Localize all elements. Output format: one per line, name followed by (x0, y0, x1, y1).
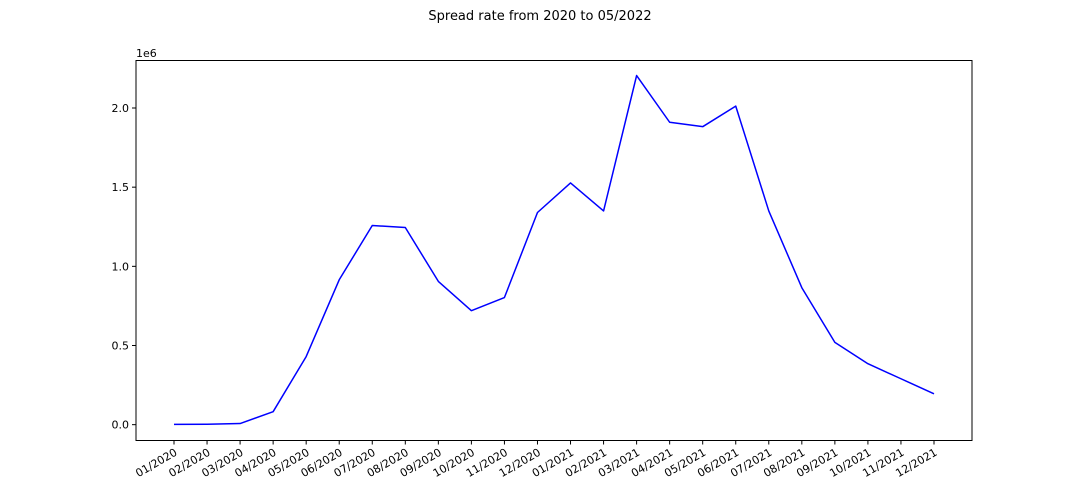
y-tick-label: 0.0 (112, 419, 130, 432)
y-tick-label: 2.0 (112, 102, 130, 115)
y-axis-offset-label: 1e6 (136, 47, 157, 60)
x-axis-ticks: 01/202002/202003/202004/202005/202006/20… (133, 440, 940, 480)
plot-area-frame (135, 60, 973, 441)
series-line (173, 74, 935, 426)
y-tick-label: 1.0 (112, 260, 130, 273)
chart-title: Spread rate from 2020 to 05/2022 (428, 9, 651, 24)
y-axis-ticks: 0.0 0.5 1.0 1.5 2.0 (112, 102, 136, 432)
y-tick-label: 1.5 (112, 181, 130, 194)
y-tick-label: 0.5 (112, 340, 130, 353)
